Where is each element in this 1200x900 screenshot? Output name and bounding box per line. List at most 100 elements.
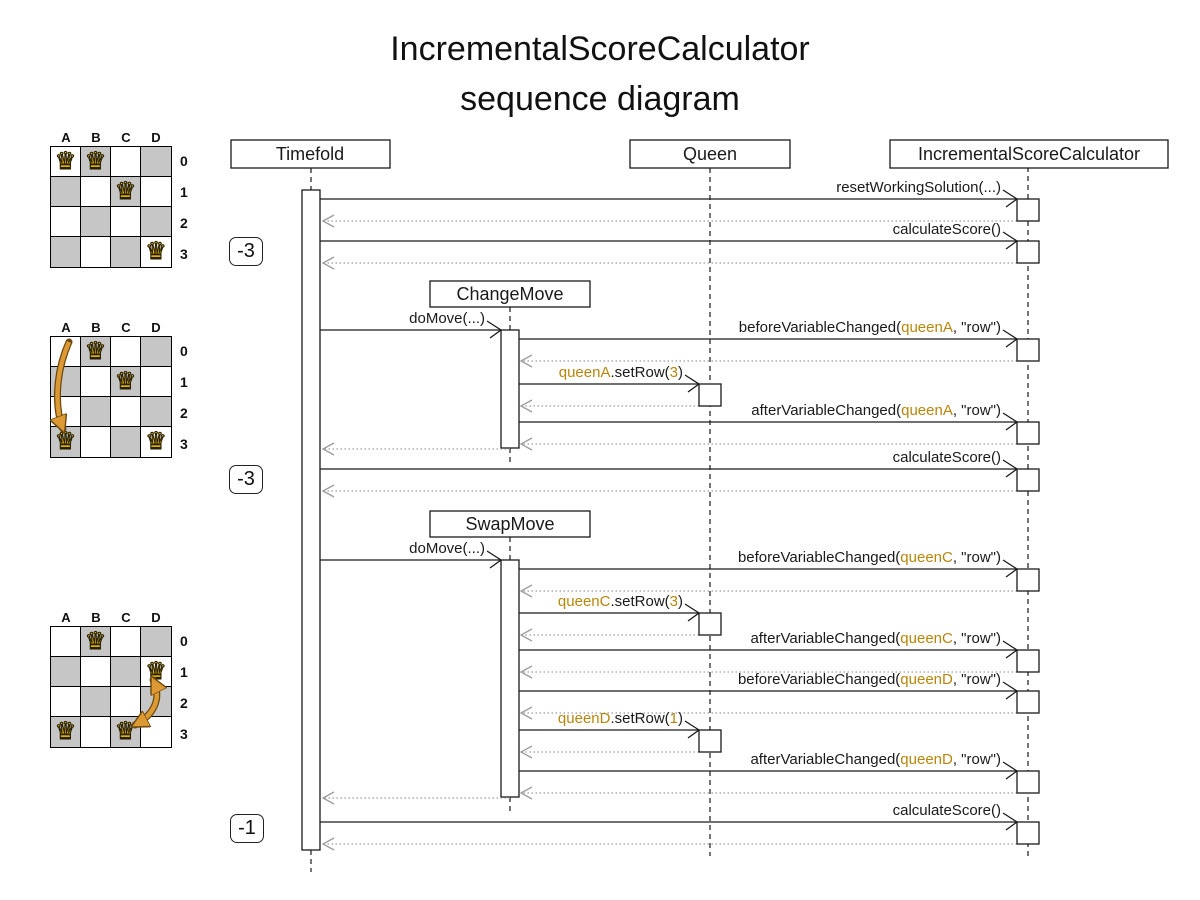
column-label: B [91, 610, 101, 625]
highlighted-arg: 3 [670, 364, 678, 381]
return-arrowhead-icon [519, 584, 533, 598]
column-label: D [151, 130, 161, 145]
label-text: ) [678, 364, 683, 381]
message-label: calculateScore() [893, 449, 1001, 466]
return-arrowhead-icon [321, 484, 335, 498]
message-label: queenC.setRow(3) [558, 593, 683, 610]
row-label: 1 [180, 664, 188, 680]
return-message-10 [519, 706, 1017, 720]
activation-box-queen [698, 612, 722, 636]
label-text: calculateScore() [893, 221, 1001, 238]
message-doMove-1: doMove(...) [320, 310, 503, 339]
score-badge-1: -3 [229, 237, 263, 266]
fragment-label-changemove: ChangeMove [456, 284, 563, 304]
return-message-3 [519, 399, 699, 413]
board-cell-A3: ♛ [51, 717, 81, 747]
board-cell-C0 [111, 147, 141, 177]
return-message-6 [321, 484, 1017, 498]
return-message-12 [519, 786, 1017, 800]
column-labels: A B C D [51, 610, 171, 625]
row-label: 2 [180, 215, 188, 231]
label-text: ) [678, 710, 683, 727]
message-setRow-queenC: queenC.setRow(3) [519, 593, 701, 622]
label-text: beforeVariableChanged( [739, 319, 901, 336]
label-text: resetWorkingSolution(...) [836, 179, 1001, 196]
title-line1: IncrementalScoreCalculator [390, 30, 810, 68]
label-text: ) [678, 593, 683, 610]
label-text: , "row") [953, 630, 1001, 647]
return-arrowhead-icon [321, 442, 335, 456]
board-cell-A2 [51, 687, 81, 717]
message-label: doMove(...) [409, 540, 485, 557]
row-label: 3 [180, 726, 188, 742]
page-title: IncrementalScoreCalculator sequence diag… [0, 24, 1200, 124]
board-cell-C2 [111, 207, 141, 237]
row-label: 0 [180, 343, 188, 359]
call-arrowhead-icon [486, 550, 503, 569]
return-message-11 [519, 745, 699, 759]
label-text: .setRow( [610, 364, 669, 381]
message-label: afterVariableChanged(queenD, "row") [750, 751, 1001, 768]
message-label: beforeVariableChanged(queenC, "row") [738, 549, 1001, 566]
label-text: , "row") [953, 402, 1001, 419]
queen-icon: ♛ [114, 177, 137, 205]
lifeline-label-calculator: IncrementalScoreCalculator [918, 144, 1140, 164]
board-cell-C3 [111, 237, 141, 267]
message-label: calculateScore() [893, 221, 1001, 238]
row-label: 1 [180, 184, 188, 200]
call-arrowhead-icon [486, 320, 503, 339]
board-cell-D0 [141, 337, 171, 367]
message-label: doMove(...) [409, 310, 485, 327]
highlighted-arg: queenC [558, 593, 611, 610]
board-cell-D2 [141, 207, 171, 237]
row-labels: 0 1 2 3 [180, 336, 188, 460]
row-label: 3 [180, 246, 188, 262]
highlighted-arg: queenC [900, 549, 953, 566]
board-cell-B0: ♛ [81, 337, 111, 367]
board-cell-A0: ♛ [51, 147, 81, 177]
highlighted-arg: queenD [900, 671, 953, 688]
board-cell-B3 [81, 237, 111, 267]
return-arrowhead-icon [519, 786, 533, 800]
return-arrowhead-icon [519, 399, 533, 413]
message-calculateScore-3: calculateScore() [320, 802, 1019, 831]
return-message-2 [519, 354, 1017, 368]
column-label: A [61, 610, 71, 625]
label-text: afterVariableChanged( [750, 630, 900, 647]
column-label: D [151, 320, 161, 335]
board-cell-B2 [81, 397, 111, 427]
column-label: B [91, 130, 101, 145]
highlighted-arg: 1 [670, 710, 678, 727]
return-message-5 [321, 442, 510, 456]
return-message-4 [519, 437, 1017, 451]
column-labels: A B C D [51, 320, 171, 335]
label-text: calculateScore() [893, 802, 1001, 819]
board-cell-D1 [141, 177, 171, 207]
label-text: calculateScore() [893, 449, 1001, 466]
message-afterVariableChanged-queenC: afterVariableChanged(queenC, "row") [519, 630, 1019, 659]
column-labels: A B C D [51, 130, 171, 145]
board-cell-B1 [81, 657, 111, 687]
label-text: afterVariableChanged( [751, 402, 901, 419]
return-arrowhead-icon [519, 665, 533, 679]
board-cell-B2 [81, 207, 111, 237]
row-label: 2 [180, 405, 188, 421]
board-cell-C2 [111, 397, 141, 427]
label-text: beforeVariableChanged( [738, 671, 900, 688]
message-label: beforeVariableChanged(queenD, "row") [738, 671, 1001, 688]
return-message-8 [519, 628, 699, 642]
return-message-13 [321, 791, 510, 805]
queen-icon: ♛ [84, 337, 107, 365]
return-arrowhead-icon [519, 354, 533, 368]
score-badge-3: -1 [230, 814, 264, 843]
column-label: A [61, 320, 71, 335]
queen-icon: ♛ [84, 627, 107, 655]
fragment-head-changemove [429, 280, 591, 308]
highlighted-arg: queenA [559, 364, 611, 381]
highlighted-arg: queenC [900, 630, 953, 647]
activation-bar-timefold [301, 189, 321, 851]
board-cell-A0 [51, 627, 81, 657]
column-label: C [121, 130, 131, 145]
